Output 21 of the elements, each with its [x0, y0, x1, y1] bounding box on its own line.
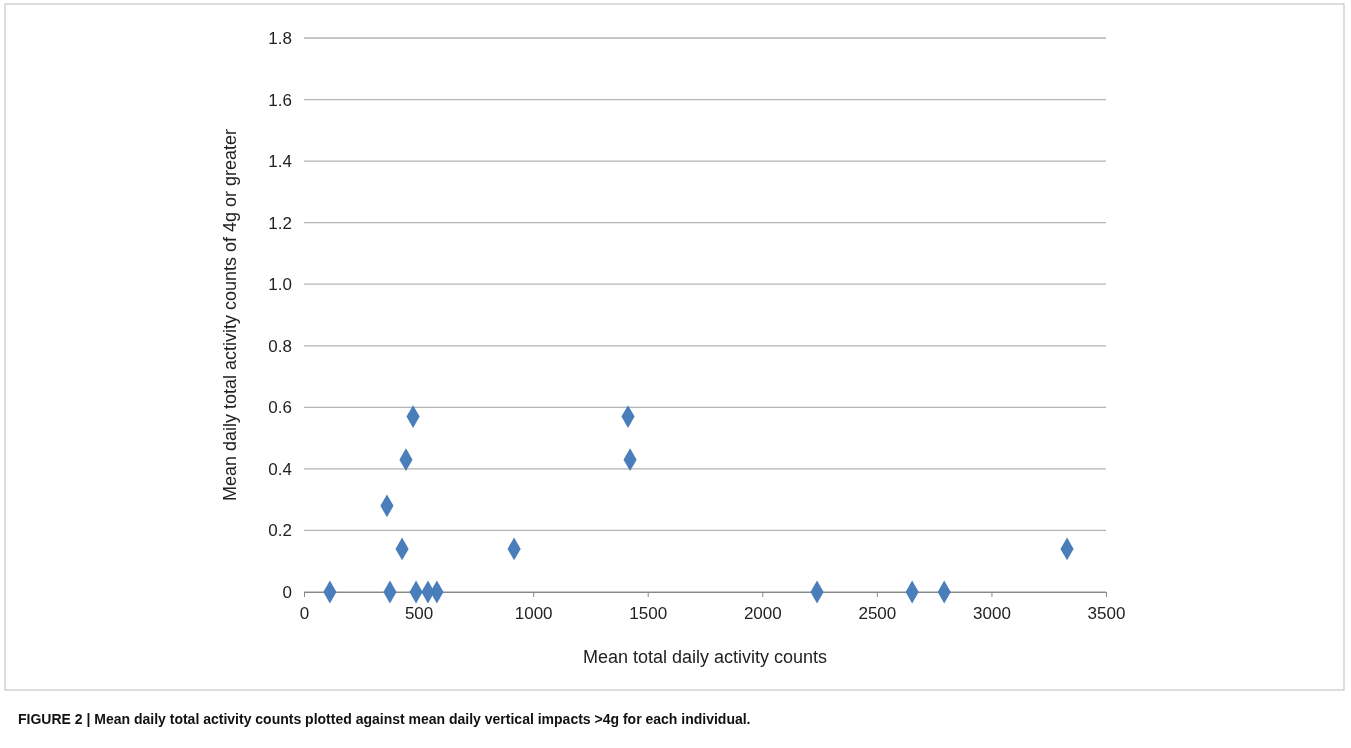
y-tick-label: 0.6: [268, 398, 292, 418]
y-tick-label: 1.6: [268, 90, 292, 110]
x-axis-title: Mean total daily activity counts: [582, 647, 828, 667]
x-tick-label: 2000: [743, 603, 782, 623]
y-tick-label: 1.8: [268, 28, 292, 48]
y-tick-label: 1.2: [268, 213, 292, 233]
y-axis-title: Mean daily total activity counts of 4g or greater: [220, 128, 240, 502]
x-tick-label: 1500: [629, 603, 668, 623]
x-tick-label: 3500: [1087, 603, 1126, 623]
y-tick-label: 0: [282, 582, 292, 602]
x-tick-label: 500: [404, 603, 434, 623]
x-tick-label: 3000: [973, 603, 1011, 623]
y-tick-label: 0.8: [268, 336, 292, 356]
y-tick-label: 1.0: [268, 275, 292, 295]
y-tick-label: 0.4: [268, 459, 292, 479]
x-tick-label: 2500: [858, 603, 897, 623]
x-tick-label: 0: [299, 603, 310, 623]
y-tick-label: 1.4: [268, 152, 292, 172]
x-tick-label: 1000: [514, 603, 553, 623]
caption: FIGURE 2 | Mean daily total activity counts plotted against mean daily vertical impacts >4g for each individual.: [18, 711, 751, 727]
y-tick-label: 0.2: [268, 521, 292, 541]
